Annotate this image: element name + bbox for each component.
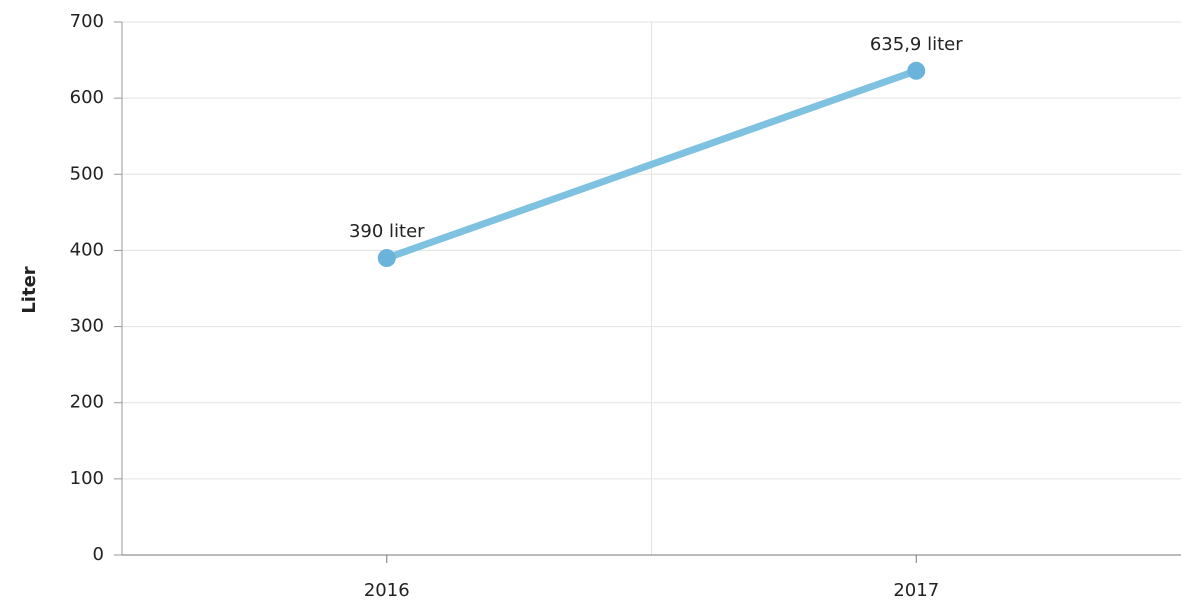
series-line [383,67,920,262]
y-axis-label: Liter [19,266,40,313]
data-label: 390 liter [349,221,425,242]
y-tick-label: 100 [70,468,104,489]
data-label: 635,9 liter [870,34,963,55]
data-point [377,249,396,268]
y-tick-label: 700 [70,11,104,32]
y-tick-label: 0 [93,544,104,565]
y-tick-label: 600 [70,87,104,108]
y-tick-label: 200 [70,392,104,413]
data-point [907,61,926,80]
x-tick-label: 2017 [893,580,939,601]
y-tick-label: 300 [70,316,104,337]
y-tick-label: 500 [70,163,104,184]
x-tick-label: 2016 [364,580,410,601]
y-tick-label: 400 [70,239,104,260]
